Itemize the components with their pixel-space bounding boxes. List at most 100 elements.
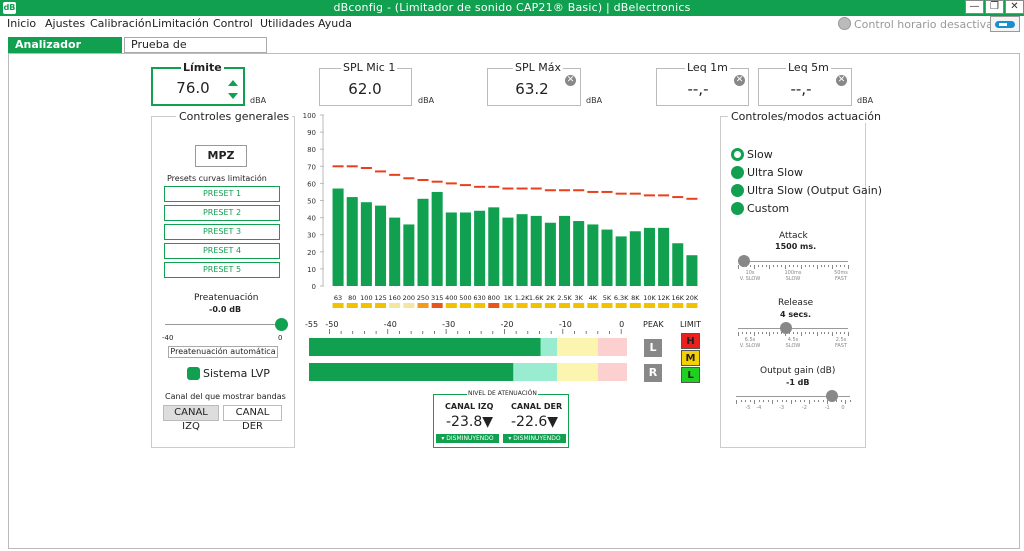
- mode-ultra-slow-output-gain-radio[interactable]: [731, 184, 744, 197]
- menu-ajustes[interactable]: Ajustes: [45, 17, 86, 30]
- attack-label: Attack: [779, 231, 808, 241]
- attack-tick: [753, 265, 755, 269]
- y-tick-label-7: 70: [307, 163, 316, 171]
- band-indicator-3: [375, 303, 387, 308]
- bar-3K: [573, 221, 585, 286]
- menu-utilidades[interactable]: Utilidades: [260, 17, 315, 30]
- band-indicator-18: [587, 303, 599, 308]
- peak-label: PEAK: [643, 320, 664, 329]
- band-indicator-15: [544, 303, 556, 308]
- menu-ayuda[interactable]: Ayuda: [318, 17, 352, 30]
- vu-cyan-L: [540, 338, 557, 356]
- release-slider-handle[interactable]: [780, 322, 793, 334]
- close-window-button[interactable]: ✕: [1005, 0, 1024, 14]
- release-tick: [812, 332, 814, 334]
- x-tick-label-8: 400: [445, 294, 457, 302]
- gain-tick-label-2: -3: [779, 405, 785, 411]
- leq5m-unit: dBA: [857, 96, 874, 105]
- gain-tick: [808, 400, 810, 404]
- tab-analizador-espectral[interactable]: Analizador espectral: [8, 37, 122, 65]
- vu-meter: -55 -50 -40 -30 -20 -10 0: [305, 320, 627, 381]
- preset-5-button[interactable]: PRESET 5: [164, 262, 280, 278]
- release-slider[interactable]: [738, 328, 848, 329]
- band-indicator-16: [559, 303, 571, 308]
- vu-scale-label-3: -30: [442, 320, 455, 329]
- gain-tick: [790, 400, 792, 404]
- attenuation-left-label: CANAL IZQ: [445, 402, 494, 411]
- release-tick-label-0: 6.5s V. SLOW: [739, 337, 761, 349]
- canal-der-button[interactable]: CANAL DER: [223, 405, 282, 432]
- app-logo-icon: dB: [3, 2, 16, 14]
- y-tick-label-5: 50: [307, 198, 316, 206]
- x-tick-label-24: 16K: [671, 294, 684, 302]
- decrease-limit-icon[interactable]: [228, 93, 238, 99]
- gain-tick: [813, 400, 815, 402]
- band-indicator-10: [474, 303, 486, 308]
- reset-leq1m-icon[interactable]: ✕: [734, 75, 745, 86]
- x-tick-label-0: 63: [334, 294, 342, 302]
- menu-limitacion[interactable]: Limitación: [152, 17, 209, 30]
- y-tick-label-10: 100: [303, 112, 316, 120]
- preset-4-button[interactable]: PRESET 4: [164, 243, 280, 259]
- attack-tick: [777, 265, 779, 267]
- x-tick-label-14: 1.6K: [529, 294, 544, 302]
- connection-toggle-button[interactable]: [990, 16, 1020, 32]
- attack-tick: [812, 265, 814, 267]
- bar-630: [474, 210, 486, 286]
- attack-tick-label-0: 10s V. SLOW: [739, 270, 761, 282]
- bar-1K: [502, 217, 514, 286]
- attack-tick: [741, 265, 743, 267]
- gain-tick: [777, 400, 779, 402]
- gain-slider[interactable]: [736, 396, 850, 397]
- release-tick: [816, 332, 818, 336]
- band-indicator-5: [403, 303, 415, 308]
- reset-spl-max-icon[interactable]: ✕: [565, 75, 576, 86]
- gain-tick: [736, 400, 737, 404]
- limit-unit: dBA: [250, 96, 267, 105]
- y-tick-label-4: 40: [307, 215, 316, 223]
- increase-limit-icon[interactable]: [228, 80, 238, 86]
- reset-leq5m-icon[interactable]: ✕: [836, 75, 847, 86]
- release-tick: [741, 332, 743, 334]
- minimize-button[interactable]: —: [965, 0, 984, 14]
- band-indicator-23: [658, 303, 670, 308]
- mode-custom-radio[interactable]: [731, 202, 744, 215]
- gain-slider-handle[interactable]: [825, 390, 838, 402]
- bar-250: [417, 198, 429, 286]
- tab-prueba-funcionamiento[interactable]: Prueba de funcionamiento: [124, 37, 267, 65]
- y-tick-label-0: 0: [312, 283, 316, 291]
- mode-ultra-slow-label: Ultra Slow: [747, 166, 803, 179]
- attack-tick: [796, 265, 798, 267]
- preatenuacion-slider-handle[interactable]: [274, 318, 288, 331]
- restore-button[interactable]: ❐: [985, 0, 1004, 14]
- attack-tick: [816, 265, 818, 269]
- gain-tick: [822, 400, 824, 402]
- preset-3-button[interactable]: PRESET 3: [164, 224, 280, 240]
- preatenuacion-slider[interactable]: [165, 324, 281, 325]
- preset-1-button[interactable]: PRESET 1: [164, 186, 280, 202]
- canal-title: Canal del que mostrar bandas: [165, 392, 286, 401]
- mode-slow-label: Slow: [747, 148, 773, 161]
- leq1m-value: --,-: [687, 80, 709, 98]
- release-tick: [781, 332, 783, 334]
- canal-izq-button[interactable]: CANAL IZQ: [163, 405, 219, 432]
- menu-calibracion[interactable]: Calibración: [90, 17, 152, 30]
- mpz-button[interactable]: MPZ: [195, 145, 247, 167]
- presets-title: Presets curvas limitación: [167, 174, 267, 183]
- mode-ultra-slow-radio[interactable]: [731, 166, 744, 179]
- control-horario-status: Control horario desactivado: [854, 18, 1007, 31]
- mode-slow-radio[interactable]: [731, 148, 744, 161]
- menu-control[interactable]: Control: [213, 17, 253, 30]
- lvp-indicator: [187, 367, 200, 380]
- menu-inicio[interactable]: Inicio: [7, 17, 37, 30]
- preatenuacion-automatica-button[interactable]: Preatenuación automática: [168, 346, 278, 358]
- limit-h-indicator: H: [681, 333, 700, 349]
- band-indicator-21: [629, 303, 641, 308]
- release-tick: [765, 332, 767, 334]
- release-tick: [761, 332, 763, 334]
- attack-slider-handle[interactable]: [737, 255, 750, 267]
- attack-slider[interactable]: [738, 261, 848, 262]
- gain-tick: [772, 400, 774, 404]
- preset-2-button[interactable]: PRESET 2: [164, 205, 280, 221]
- release-tick: [785, 332, 787, 336]
